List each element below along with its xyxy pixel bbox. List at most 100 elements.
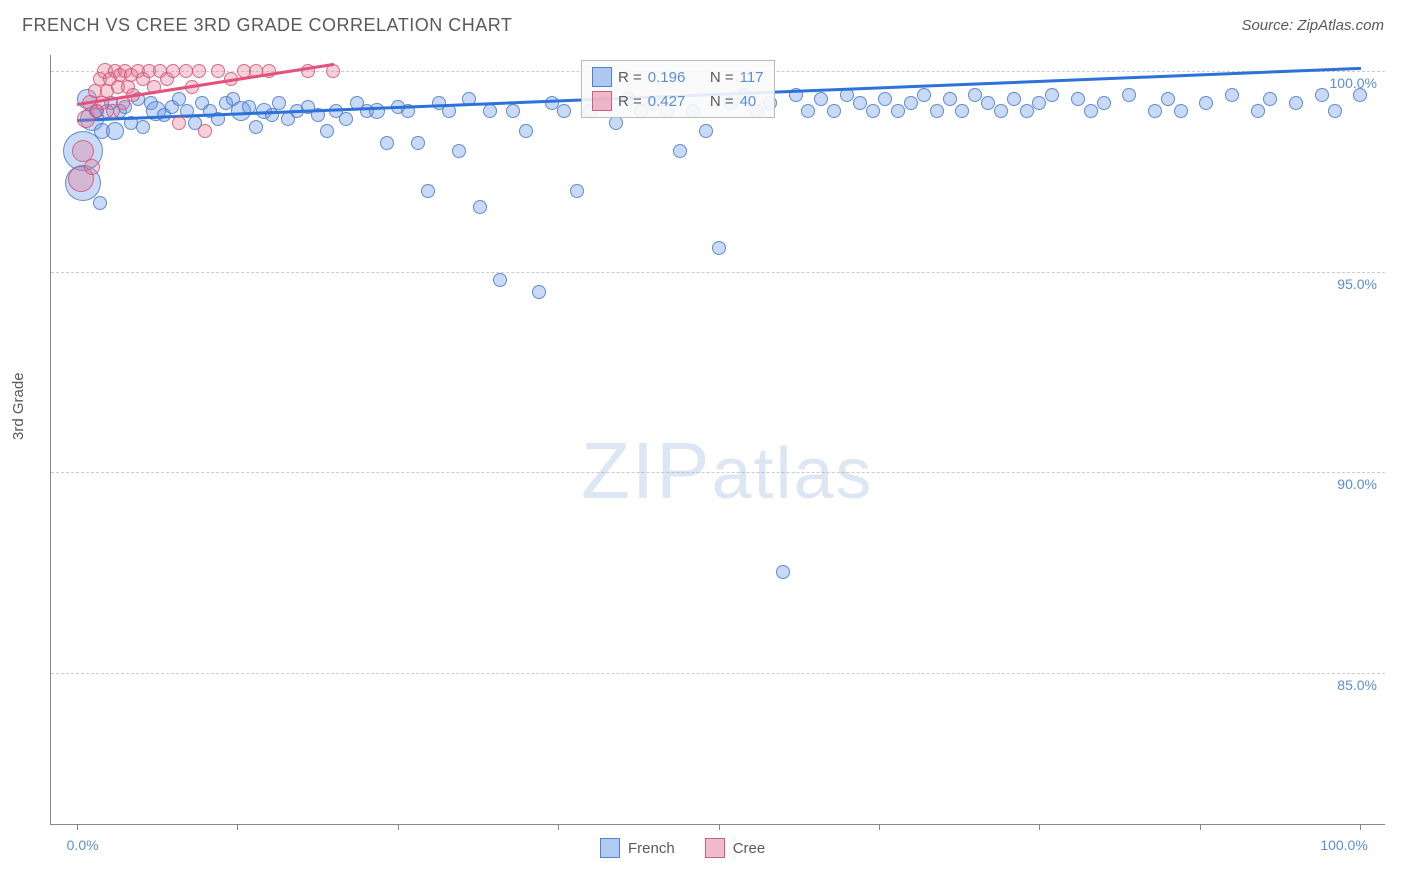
y-axis-title: 3rd Grade: [10, 372, 27, 440]
data-point: [1263, 92, 1277, 106]
stats-n-label: N =: [710, 93, 734, 110]
x-tick: [237, 824, 238, 830]
x-tick: [1200, 824, 1201, 830]
plot-canvas: 85.0%90.0%95.0%100.0%0.0%100.0%: [51, 55, 1385, 824]
data-point: [1007, 92, 1021, 106]
data-point: [673, 144, 687, 158]
y-tick-label: 85.0%: [1337, 677, 1377, 693]
data-point: [1161, 92, 1175, 106]
data-point: [106, 122, 124, 140]
stats-swatch: [592, 91, 612, 111]
data-point: [192, 64, 206, 78]
data-point: [1251, 104, 1265, 118]
data-point: [1084, 104, 1098, 118]
chart-header: FRENCH VS CREE 3RD GRADE CORRELATION CHA…: [22, 15, 1384, 36]
legend-swatch-french: [600, 838, 620, 858]
x-tick: [719, 824, 720, 830]
stats-row: R = 0.427 N = 40: [592, 89, 764, 113]
data-point: [1148, 104, 1162, 118]
data-point: [930, 104, 944, 118]
data-point: [532, 285, 546, 299]
stats-n-value: 40: [740, 93, 757, 110]
data-point: [1097, 96, 1111, 110]
data-point: [369, 103, 385, 119]
gridline: [51, 272, 1385, 273]
data-point: [776, 565, 790, 579]
stats-swatch: [592, 67, 612, 87]
data-point: [506, 104, 520, 118]
data-point: [1174, 104, 1188, 118]
legend-item-french: French: [600, 838, 675, 858]
chart-legend: French Cree: [600, 838, 765, 858]
data-point: [136, 120, 150, 134]
stats-n-label: N =: [710, 69, 734, 86]
x-tick: [879, 824, 880, 830]
data-point: [968, 88, 982, 102]
data-point: [866, 104, 880, 118]
legend-swatch-cree: [705, 838, 725, 858]
data-point: [198, 124, 212, 138]
data-point: [172, 116, 186, 130]
data-point: [1289, 96, 1303, 110]
data-point: [211, 64, 225, 78]
x-tick: [77, 824, 78, 830]
data-point: [320, 124, 334, 138]
data-point: [473, 200, 487, 214]
stats-r-value: 0.196: [648, 69, 686, 86]
data-point: [493, 273, 507, 287]
data-point: [1071, 92, 1085, 106]
x-tick: [1039, 824, 1040, 830]
data-point: [84, 159, 100, 175]
data-point: [519, 124, 533, 138]
x-tick: [558, 824, 559, 830]
data-point: [1122, 88, 1136, 102]
data-point: [93, 196, 107, 210]
stats-n-value: 117: [740, 69, 764, 86]
data-point: [411, 136, 425, 150]
y-tick-label: 100.0%: [1330, 75, 1377, 91]
chart-plot-area: 85.0%90.0%95.0%100.0%0.0%100.0% ZIPatlas…: [50, 55, 1385, 825]
x-label-left: 0.0%: [67, 837, 99, 853]
gridline: [51, 472, 1385, 473]
stats-row: R = 0.196 N = 117: [592, 65, 764, 89]
stats-box: R = 0.196 N = 117R = 0.427 N = 40: [581, 60, 775, 118]
data-point: [339, 112, 353, 126]
data-point: [814, 92, 828, 106]
data-point: [272, 96, 286, 110]
x-label-right: 100.0%: [1320, 837, 1367, 853]
y-tick-label: 95.0%: [1337, 276, 1377, 292]
y-tick-label: 90.0%: [1337, 476, 1377, 492]
data-point: [853, 96, 867, 110]
data-point: [878, 92, 892, 106]
chart-source: Source: ZipAtlas.com: [1241, 17, 1384, 34]
legend-label-french: French: [628, 840, 675, 857]
data-point: [452, 144, 466, 158]
data-point: [1315, 88, 1329, 102]
data-point: [421, 184, 435, 198]
data-point: [1199, 96, 1213, 110]
data-point: [1328, 104, 1342, 118]
data-point: [955, 104, 969, 118]
data-point: [994, 104, 1008, 118]
data-point: [1225, 88, 1239, 102]
data-point: [712, 241, 726, 255]
gridline: [51, 673, 1385, 674]
data-point: [483, 104, 497, 118]
legend-label-cree: Cree: [733, 840, 766, 857]
data-point: [1020, 104, 1034, 118]
data-point: [249, 120, 263, 134]
data-point: [917, 88, 931, 102]
chart-title: FRENCH VS CREE 3RD GRADE CORRELATION CHA…: [22, 15, 512, 36]
x-tick: [398, 824, 399, 830]
data-point: [545, 96, 559, 110]
stats-r-label: R =: [618, 93, 642, 110]
data-point: [827, 104, 841, 118]
legend-item-cree: Cree: [705, 838, 766, 858]
data-point: [699, 124, 713, 138]
x-tick: [1360, 824, 1361, 830]
data-point: [380, 136, 394, 150]
data-point: [1045, 88, 1059, 102]
data-point: [801, 104, 815, 118]
data-point: [609, 116, 623, 130]
data-point: [981, 96, 995, 110]
